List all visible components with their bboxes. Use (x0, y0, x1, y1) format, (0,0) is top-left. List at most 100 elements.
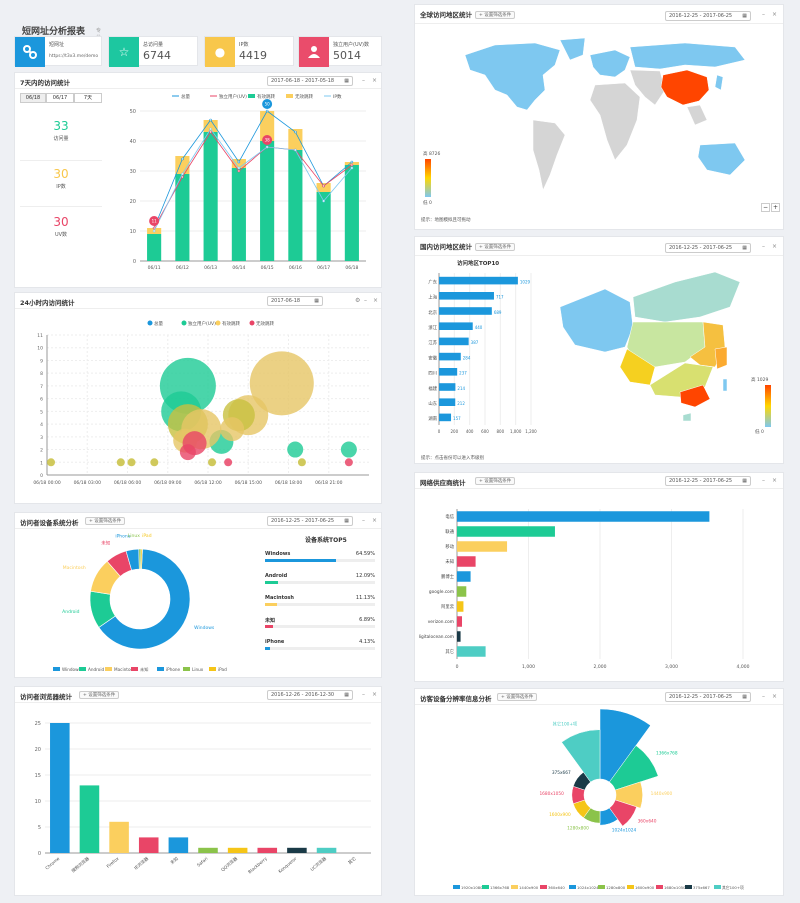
map-africa[interactable] (589, 82, 641, 161)
minimize-icon[interactable]: – (762, 693, 765, 700)
date-range-input[interactable]: 2016-12-25 - 2017-06-25 ▦ (665, 11, 751, 21)
map-greenland[interactable] (559, 37, 586, 61)
map-japan[interactable] (714, 74, 724, 91)
bar-valid-jump (203, 132, 218, 261)
minimize-icon[interactable]: – (762, 11, 765, 18)
minimize-icon[interactable]: – (362, 517, 365, 524)
minimize-icon[interactable]: – (762, 243, 765, 250)
map-south-america[interactable] (532, 119, 566, 191)
map-north[interactable] (632, 271, 741, 323)
legend-label: 1600x900 (635, 885, 655, 890)
minimize-icon[interactable]: – (362, 77, 365, 84)
tab-0618[interactable]: 06/18 (20, 93, 46, 103)
x-tick-label: 200 (451, 429, 459, 434)
tab-7days[interactable]: 7天 (74, 93, 102, 103)
series-point (181, 175, 184, 179)
map-russia[interactable] (629, 42, 746, 70)
minimize-icon[interactable]: – (364, 297, 367, 304)
date-range-input[interactable]: 2016-12-25 - 2017-06-25 ▦ (665, 243, 751, 253)
tab-0617[interactable]: 06/17 (46, 93, 74, 103)
close-icon[interactable]: × (372, 77, 378, 84)
bubble (340, 441, 357, 458)
slice-label: Windows (194, 625, 215, 631)
close-icon[interactable]: × (373, 297, 379, 304)
close-icon[interactable]: × (372, 691, 378, 698)
top5-name: iPhone (265, 639, 285, 645)
map-taiwan[interactable] (722, 378, 728, 392)
panel-isp: 网络供应商统计 + 设置筛选条件 2016-12-25 - 2017-06-25… (414, 472, 784, 682)
slice-label: 360x640 (638, 818, 657, 824)
close-icon[interactable]: × (772, 693, 778, 700)
bar-value-label: 1029 (520, 279, 531, 284)
rose-slice (609, 745, 659, 791)
date-input[interactable]: 2017-06-18 ▦ (267, 296, 323, 306)
filter-button[interactable]: + 设置筛选条件 (497, 693, 538, 701)
stat-value: 5014 (333, 49, 361, 62)
map-southeast-asia[interactable] (686, 104, 708, 126)
filter-button[interactable]: + 设置筛选条件 (85, 517, 126, 525)
y-tick-label: 5 (40, 409, 43, 415)
zoom-in-button[interactable]: + (771, 203, 780, 212)
x-tick-label: 06/18 (345, 265, 358, 271)
close-icon[interactable]: × (372, 517, 378, 524)
map-europe[interactable] (589, 49, 631, 78)
slice-label: 1680x1050 (539, 791, 564, 797)
filter-button[interactable]: + 设置筛选条件 (79, 691, 120, 699)
calendar-icon: ▦ (344, 518, 349, 524)
zoom-out-button[interactable]: − (761, 203, 770, 212)
map-guangdong[interactable] (679, 384, 711, 408)
stat-label: IP数 (239, 42, 249, 48)
map-asia[interactable] (629, 69, 666, 106)
y-tick-label: 9 (40, 358, 43, 364)
legend-label: 未知 (140, 666, 148, 673)
date-range-input[interactable]: 2017-06-18 - 2017-05-18 ▦ (267, 76, 353, 86)
map-hainan[interactable] (682, 412, 692, 422)
close-icon[interactable]: × (772, 243, 778, 250)
marker-label: 38 (265, 138, 271, 143)
close-icon[interactable]: × (772, 477, 778, 484)
top5-bar (265, 625, 273, 628)
date-range-input[interactable]: 2016-12-26 - 2016-12-30 ▦ (267, 690, 353, 700)
series-point (181, 172, 184, 176)
top5-track (265, 603, 375, 606)
filter-button[interactable]: + 设置筛选条件 (475, 11, 516, 19)
map-china[interactable] (660, 69, 710, 106)
map-sichuan[interactable] (619, 348, 656, 386)
map-zhejiang-shanghai[interactable] (714, 346, 728, 370)
y-tick-label: 7 (40, 384, 43, 390)
top5-row: Windows 64.59% (265, 551, 375, 573)
map-australia[interactable] (697, 142, 746, 176)
settings-icon[interactable]: ⚙ (355, 297, 361, 304)
bubble (297, 458, 306, 467)
legend-min-label: 低 0 (423, 201, 432, 206)
date-range-input[interactable]: 2016-12-25 - 2017-06-25 ▦ (665, 476, 751, 486)
filter-button[interactable]: + 设置筛选条件 (475, 243, 516, 251)
legend-label: 1280x800 (606, 885, 626, 890)
bar-region (439, 352, 461, 361)
series-point (152, 226, 156, 230)
bar-browser (168, 837, 189, 853)
bar-valid-jump (231, 168, 246, 261)
date-range-input[interactable]: 2016-12-25 - 2017-06-25 ▦ (665, 692, 751, 702)
legend-swatch (105, 667, 112, 671)
map-north-america[interactable] (464, 42, 561, 111)
date-range-input[interactable]: 2016-12-25 - 2017-06-25 ▦ (267, 516, 353, 526)
chart-24h: 总量 独立用户(UV) 有效跳转 无效跳转 0 1 2 3 4 5 6 7 8 9 10 11 06/18 00… (33, 320, 369, 486)
y-tick-label: 鹏博士 (441, 573, 455, 580)
x-tick-label: 06/11 (148, 265, 161, 271)
close-icon[interactable]: × (772, 11, 778, 18)
slice-label: iPad (142, 533, 152, 539)
link-url[interactable]: https://t3x3.me/demo (49, 54, 99, 59)
bar-valid-jump (260, 141, 275, 261)
legend-label: 其它100+项 (722, 885, 744, 890)
minimize-icon[interactable]: – (762, 477, 765, 484)
link-card[interactable]: 短网址 https://t3x3.me/demo (14, 36, 102, 67)
china-map[interactable] (555, 267, 755, 427)
minimize-icon[interactable]: – (362, 691, 365, 698)
chart-7day: 总量 独立用户(UV) 有效跳转 无效跳转 IP数 0 10 20 30 40 50 06/11 06/… (130, 93, 366, 271)
world-map[interactable] (455, 35, 755, 205)
x-tick-label: 06/18 12:00 (194, 480, 222, 486)
map-xinjiang-tibet[interactable] (559, 288, 634, 353)
donut-slice (140, 548, 143, 570)
filter-button[interactable]: + 设置筛选条件 (475, 477, 516, 485)
